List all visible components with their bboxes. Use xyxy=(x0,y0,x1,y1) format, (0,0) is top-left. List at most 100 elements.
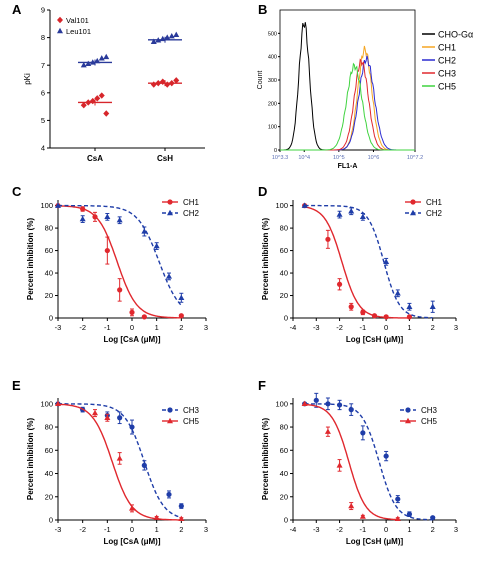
x-tick-label: 2 xyxy=(179,323,183,332)
x-tick-label: -4 xyxy=(290,323,297,332)
x-tick-label: 1 xyxy=(407,525,411,534)
data-point xyxy=(336,462,343,468)
x-tick-label: -2 xyxy=(79,323,86,332)
legend-marker xyxy=(167,209,173,216)
x-tick-label: 3 xyxy=(454,323,458,332)
data-point xyxy=(173,77,180,84)
data-point xyxy=(80,206,86,212)
x-tick-label: 3 xyxy=(454,525,458,534)
data-point xyxy=(153,514,160,520)
histogram-trace xyxy=(280,22,415,151)
data-point xyxy=(383,314,389,320)
data-point xyxy=(371,313,378,319)
y-tick-label: 8 xyxy=(41,33,45,42)
x-axis-title: Log [CsH (μM)] xyxy=(346,537,404,546)
data-point xyxy=(55,202,61,208)
x-tick-label: 1 xyxy=(155,525,159,534)
data-point xyxy=(178,503,184,509)
legend-label: CH2 xyxy=(183,209,200,218)
legend-marker xyxy=(57,16,63,24)
y-tick-label: 20 xyxy=(280,492,288,501)
data-point xyxy=(359,213,366,220)
x-tick-label: -1 xyxy=(360,525,367,534)
data-point xyxy=(92,409,98,416)
chart-b-flow-histogram: 0 100 200 300 400 500 10^3.3 10^4 10^5 10^6 10^7.2… xyxy=(257,9,473,170)
data-point xyxy=(336,402,343,408)
x-tick-label: 1 xyxy=(155,323,159,332)
legend-marker xyxy=(405,417,411,424)
fit-curve xyxy=(58,403,182,519)
x-tick-label: 1 xyxy=(407,323,411,332)
data-point xyxy=(129,505,135,511)
plot-frame xyxy=(279,9,416,151)
x-tick-label: 0 xyxy=(384,323,388,332)
y-tick-label: 100 xyxy=(275,399,288,408)
x-tick-label: CsA xyxy=(87,154,103,163)
data-point xyxy=(155,79,162,87)
y-tick-label: 7 xyxy=(41,61,45,70)
data-point xyxy=(159,78,166,85)
data-point xyxy=(325,236,331,242)
x-tick-label: 2 xyxy=(431,323,435,332)
y-axis-title: Percent inhibition (%) xyxy=(261,418,270,501)
x-axis-title: Log [CsH (μM)] xyxy=(346,335,404,344)
x-tick-label: -1 xyxy=(104,525,111,534)
x-tick-label: 3 xyxy=(204,323,208,332)
data-point xyxy=(117,287,123,293)
x-tick-label: -1 xyxy=(104,323,111,332)
y-tick-label: 0 xyxy=(49,516,53,525)
x-tick-label: 10^7.2 xyxy=(407,155,423,161)
data-point xyxy=(166,273,172,279)
data-point xyxy=(150,38,157,44)
legend-label: CH1 xyxy=(183,198,200,207)
panel-label-a: A xyxy=(12,2,22,17)
x-tick-label: -2 xyxy=(336,525,343,534)
x-tick-label: -4 xyxy=(290,525,297,534)
data-point xyxy=(159,35,166,42)
legend-label: CH3 xyxy=(421,406,438,415)
data-point xyxy=(98,92,105,99)
chart-c-csa-inhibition: 0 20 40 60 80 100 -3 -2 -1 0 1 2 3 Log [CsA (μM)] Perc… xyxy=(26,198,208,344)
data-point xyxy=(85,60,92,67)
legend-label: CH1 xyxy=(426,198,443,207)
data-point xyxy=(55,400,61,407)
y-tick-label: 100 xyxy=(268,125,277,131)
y-axis-title: Percent inhibition (%) xyxy=(26,418,35,501)
x-tick-label: -2 xyxy=(336,323,343,332)
data-point xyxy=(301,202,308,208)
data-point xyxy=(92,214,98,220)
data-point xyxy=(94,95,101,102)
data-point xyxy=(103,53,110,60)
chart-d-csh-inhibition: 0 20 40 60 80 100 -4 -3 -2 -1 0 1 2 3 Log [CsH (μM)] Pe… xyxy=(261,198,458,344)
y-tick-label: 60 xyxy=(280,246,288,255)
data-point xyxy=(430,515,436,521)
legend-label: CH2 xyxy=(438,56,456,66)
data-point xyxy=(141,462,147,468)
fit-curve xyxy=(304,206,410,319)
legend-label: Leu101 xyxy=(66,27,91,36)
y-tick-label: 300 xyxy=(268,78,277,84)
legend-label: CH2 xyxy=(426,209,443,218)
y-tick-label: 5 xyxy=(41,116,45,125)
data-point xyxy=(383,453,389,459)
data-point xyxy=(394,515,401,522)
y-tick-label: 100 xyxy=(40,201,53,210)
x-tick-label: 3 xyxy=(204,525,208,534)
data-point xyxy=(103,110,110,117)
y-tick-label: 500 xyxy=(268,31,277,37)
data-point xyxy=(168,79,175,87)
data-point xyxy=(129,424,135,430)
legend-label: CH5 xyxy=(183,417,200,426)
y-tick-label: 80 xyxy=(280,224,288,233)
data-point xyxy=(129,309,135,315)
data-point xyxy=(324,428,331,434)
data-point xyxy=(406,511,413,517)
legend-marker xyxy=(57,27,63,34)
data-point xyxy=(164,81,171,88)
data-point xyxy=(429,303,436,309)
data-point xyxy=(98,55,105,61)
x-tick-label: 0 xyxy=(130,525,134,534)
legend-marker xyxy=(410,199,416,205)
data-point xyxy=(117,415,123,421)
data-point xyxy=(360,430,366,436)
